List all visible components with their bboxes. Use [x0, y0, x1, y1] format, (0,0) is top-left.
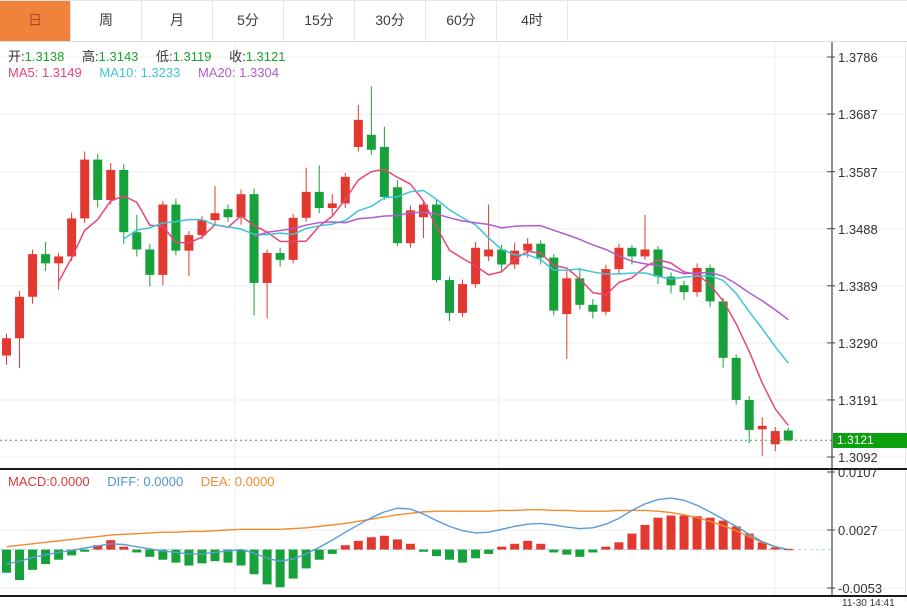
ma20-line	[253, 211, 789, 321]
tab-day[interactable]: 日	[0, 1, 71, 41]
macd-axis-label: -0.0053	[838, 581, 883, 596]
ohlc-readout: 开:1.3138 高:1.3143 低:1.3119 收:1.3121	[8, 46, 299, 65]
price-axis-label: 1.3587	[838, 164, 878, 180]
ma-readout: MA5: 1.3149 MA10: 1.3233 MA20: 1.3304	[8, 65, 293, 80]
high-value: 1.3143	[98, 49, 139, 64]
low-label: 低:	[156, 49, 173, 64]
tab-4hour[interactable]: 4时	[497, 1, 568, 41]
macd-readout: MACD:0.0000 DIFF: 0.0000 DEA: 0.0000	[8, 474, 289, 489]
macd-panel-top-border	[0, 468, 907, 470]
gridlines	[0, 42, 905, 595]
macd-value: MACD:0.0000	[8, 474, 90, 489]
ma10-line	[123, 189, 789, 364]
price-axis-label: 1.3290	[838, 335, 878, 351]
open-value: 1.3138	[24, 49, 65, 64]
close-value: 1.3121	[245, 49, 286, 64]
price-axis-label: 1.3687	[838, 107, 878, 123]
tab-30min[interactable]: 30分	[355, 1, 426, 41]
ma5-readout: MA5: 1.3149	[8, 65, 82, 80]
candles	[2, 86, 793, 456]
diff-value: DIFF: 0.0000	[107, 474, 184, 489]
close-label: 收:	[229, 49, 246, 64]
axis-ticks	[827, 56, 835, 589]
dea-line	[6, 509, 789, 551]
macd-axis-label: 0.0107	[838, 465, 878, 480]
diff-line	[6, 497, 789, 565]
macd-histogram	[2, 515, 793, 588]
ma20-readout: MA20: 1.3304	[197, 65, 279, 80]
ma10-readout: MA10: 1.3233	[99, 65, 181, 80]
bottom-time-label: 11-30 14:41	[842, 598, 895, 609]
tab-week[interactable]: 周	[71, 1, 142, 41]
high-label: 高:	[82, 49, 99, 64]
price-axis-label: 1.3092	[838, 450, 878, 465]
tab-60min[interactable]: 60分	[426, 1, 497, 41]
macd-panel-bottom-border	[0, 595, 907, 597]
open-label: 开:	[8, 49, 25, 64]
macd-axis-label: 0.0027	[838, 523, 878, 538]
price-axis-label: 1.3191	[838, 392, 878, 408]
price-axis-label: 1.3488	[838, 221, 878, 237]
period-tabbar: 日 周 月 5分 15分 30分 60分 4时	[0, 0, 907, 42]
tab-15min[interactable]: 15分	[284, 1, 355, 41]
dea-value: DEA: 0.0000	[200, 474, 275, 489]
price-axis-label: 1.3786	[838, 50, 878, 65]
tab-5min[interactable]: 5分	[213, 1, 284, 41]
tab-month[interactable]: 月	[142, 1, 213, 41]
right-frame-border	[905, 0, 906, 602]
ma5-line	[57, 168, 789, 426]
current-price-tag: 1.3121	[833, 433, 907, 448]
price-axis-label: 1.3389	[838, 278, 878, 294]
low-value: 1.3119	[172, 49, 212, 64]
